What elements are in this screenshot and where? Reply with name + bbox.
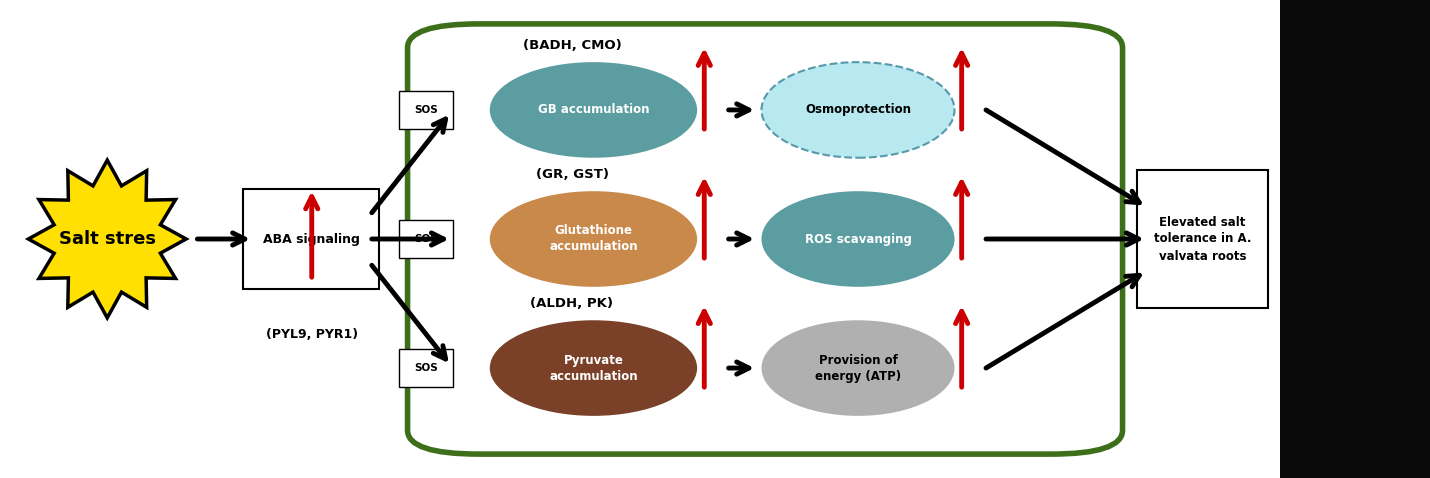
Text: SOS: SOS bbox=[415, 234, 438, 244]
Circle shape bbox=[122, 153, 146, 161]
Ellipse shape bbox=[761, 191, 955, 287]
Text: (BADH, CMO): (BADH, CMO) bbox=[522, 39, 622, 52]
Text: (PYL9, PYR1): (PYL9, PYR1) bbox=[266, 328, 358, 341]
Ellipse shape bbox=[489, 191, 696, 287]
Circle shape bbox=[26, 185, 50, 193]
Ellipse shape bbox=[489, 320, 696, 416]
Text: ROS scavanging: ROS scavanging bbox=[805, 232, 911, 246]
FancyBboxPatch shape bbox=[399, 220, 453, 258]
Circle shape bbox=[26, 285, 50, 293]
FancyBboxPatch shape bbox=[408, 24, 1123, 454]
Text: GB accumulation: GB accumulation bbox=[538, 103, 649, 117]
Ellipse shape bbox=[489, 62, 696, 158]
Text: ABA signaling: ABA signaling bbox=[263, 232, 359, 246]
FancyBboxPatch shape bbox=[1280, 0, 1430, 478]
Text: (ALDH, PK): (ALDH, PK) bbox=[531, 297, 613, 310]
FancyBboxPatch shape bbox=[399, 91, 453, 129]
Circle shape bbox=[182, 235, 206, 243]
Circle shape bbox=[164, 185, 189, 193]
Ellipse shape bbox=[761, 62, 955, 158]
Polygon shape bbox=[29, 160, 186, 318]
Ellipse shape bbox=[761, 320, 955, 416]
Circle shape bbox=[9, 235, 33, 243]
Polygon shape bbox=[21, 153, 193, 325]
FancyBboxPatch shape bbox=[243, 189, 379, 289]
Text: SOS: SOS bbox=[415, 363, 438, 373]
Text: Salt stres: Salt stres bbox=[59, 230, 156, 248]
Text: Pyruvate
accumulation: Pyruvate accumulation bbox=[549, 354, 638, 382]
Text: Provision of
energy (ATP): Provision of energy (ATP) bbox=[815, 354, 901, 382]
Text: SOS: SOS bbox=[415, 105, 438, 115]
Text: Osmoprotection: Osmoprotection bbox=[805, 103, 911, 117]
Circle shape bbox=[69, 153, 93, 161]
Circle shape bbox=[122, 317, 146, 325]
Text: Elevated salt
tolerance in A.
valvata roots: Elevated salt tolerance in A. valvata ro… bbox=[1154, 216, 1251, 262]
Text: (GR, GST): (GR, GST) bbox=[535, 168, 609, 181]
FancyBboxPatch shape bbox=[399, 349, 453, 387]
Text: Glutathione
accumulation: Glutathione accumulation bbox=[549, 225, 638, 253]
FancyBboxPatch shape bbox=[1137, 170, 1268, 308]
Circle shape bbox=[69, 317, 93, 325]
Circle shape bbox=[164, 285, 189, 293]
